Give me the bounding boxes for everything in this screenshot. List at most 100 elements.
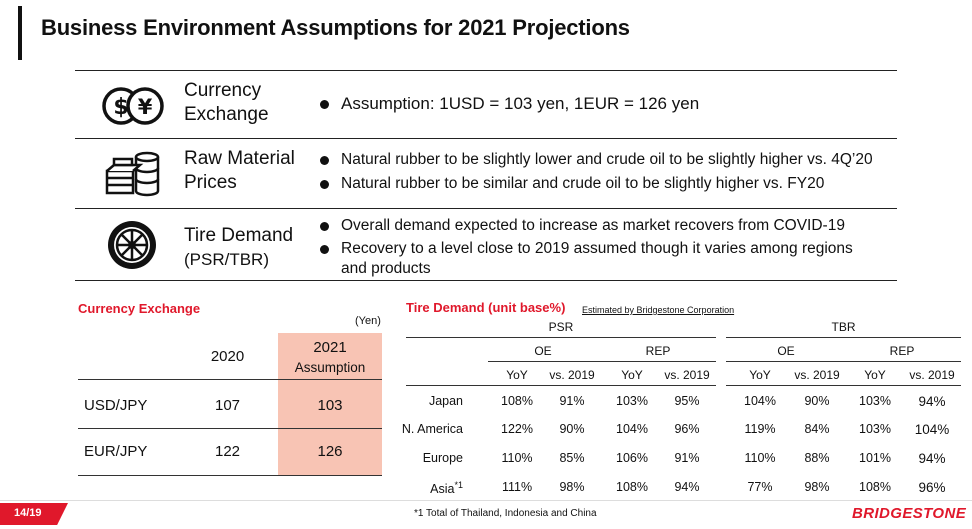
- column-header: YoY: [506, 368, 528, 382]
- table-cell: 119%: [744, 422, 776, 436]
- col-header-assumption: Assumption: [294, 360, 366, 375]
- currency-unit: (Yen): [355, 315, 381, 327]
- table-cell: 77%: [747, 480, 773, 494]
- footnote: *1 Total of Thailand, Indonesia and Chin…: [414, 508, 597, 519]
- table-cell: 101%: [859, 451, 891, 465]
- value-usd-2020: 107: [214, 397, 241, 414]
- header-divider: [488, 361, 716, 362]
- bullet-item: Natural rubber to be slightly lower and …: [318, 150, 897, 170]
- group-header-tbr: TBR: [831, 320, 856, 334]
- subgroup-psr-rep: REP: [645, 344, 671, 358]
- table-cell: 104%: [616, 422, 648, 436]
- table-cell: 96%: [918, 480, 946, 495]
- footer-divider: [0, 500, 972, 501]
- table-cell: 85%: [559, 451, 585, 465]
- bullet-item: Assumption: 1USD = 103 yen, 1EUR = 126 y…: [318, 94, 897, 114]
- assumption-bullets: Natural rubber to be slightly lower and …: [318, 150, 897, 194]
- subgroup-tbr-rep: REP: [889, 344, 915, 358]
- table-cell: 111%: [501, 480, 533, 494]
- table-cell: 91%: [674, 451, 700, 465]
- bullet-item: Natural rubber to be similar and crude o…: [318, 174, 897, 194]
- region-label: N. America: [401, 422, 463, 436]
- table-cell: 103%: [616, 394, 648, 408]
- header-divider: [726, 337, 961, 338]
- group-header-psr: PSR: [548, 320, 574, 334]
- svg-text:¥: ¥: [138, 95, 153, 119]
- currency-icon: $ ¥: [102, 87, 164, 125]
- table-cell: 96%: [674, 422, 700, 436]
- table-cell: 110%: [744, 451, 776, 465]
- table-divider: [78, 379, 382, 380]
- table-cell: 94%: [918, 394, 946, 409]
- column-header: YoY: [749, 368, 771, 382]
- table-cell: 98%: [804, 480, 830, 494]
- region-label: Japan: [428, 394, 463, 408]
- column-header: vs. 2019: [664, 368, 710, 382]
- header-divider: [406, 337, 716, 338]
- tire-demand-title: Tire Demand (unit base%): [406, 300, 566, 315]
- table-cell: 108%: [859, 480, 891, 494]
- currency-table-title: Currency Exchange: [78, 301, 201, 316]
- region-label: Europe: [422, 451, 463, 465]
- page-title: Business Environment Assumptions for 202…: [41, 15, 630, 40]
- raw-materials-icon: [105, 151, 160, 197]
- column-header: vs. 2019: [909, 368, 955, 382]
- table-cell: 94%: [918, 451, 946, 466]
- bridgestone-logo: BRIDGESTONE: [852, 505, 967, 522]
- subgroup-tbr-oe: OE: [777, 344, 795, 358]
- tire-icon: [108, 221, 156, 269]
- table-cell: 122%: [501, 422, 533, 436]
- footnote-mark: *1: [454, 480, 463, 490]
- table-cell: 103%: [859, 422, 891, 436]
- row-label-usd-jpy: USD/JPY: [84, 397, 148, 414]
- assumption-label: Currency Exchange: [184, 80, 269, 125]
- table-cell: 91%: [559, 394, 585, 408]
- col-header-2020: 2020: [210, 348, 245, 365]
- column-header: YoY: [864, 368, 886, 382]
- table-cell: 106%: [616, 451, 648, 465]
- table-cell: 98%: [559, 480, 585, 494]
- title-accent-bar: [18, 6, 22, 60]
- assumptions-table: $ ¥ Currency Exchange Assumption: 1USD =…: [75, 70, 897, 281]
- assumption-bullets: Overall demand expected to increase as m…: [318, 216, 897, 279]
- page-number-badge: [0, 503, 68, 525]
- header-divider: [726, 385, 961, 386]
- assumption-row-raw-material: Raw Material Prices Natural rubber to be…: [75, 138, 897, 208]
- value-eur-2020: 122: [214, 443, 241, 460]
- subgroup-psr-oe: OE: [534, 344, 552, 358]
- header-divider: [726, 361, 961, 362]
- row-label-eur-jpy: EUR/JPY: [84, 443, 148, 460]
- value-usd-2021: 103: [317, 397, 343, 414]
- value-eur-2021: 126: [317, 443, 343, 460]
- header-divider: [406, 385, 716, 386]
- page-number: 14/19: [14, 507, 42, 519]
- bullet-item: Overall demand expected to increase as m…: [318, 216, 897, 236]
- bullet-item: Recovery to a level close to 2019 assume…: [318, 239, 897, 279]
- assumption-label: Raw Material Prices: [184, 148, 295, 193]
- table-cell: 104%: [914, 422, 950, 437]
- assumption-column-highlight: [278, 333, 382, 475]
- assumption-row-currency: $ ¥ Currency Exchange Assumption: 1USD =…: [75, 70, 897, 138]
- table-cell: 90%: [559, 422, 585, 436]
- table-cell: 110%: [501, 451, 533, 465]
- table-cell: 108%: [501, 394, 533, 408]
- table-cell: 90%: [804, 394, 830, 408]
- table-cell: 108%: [616, 480, 648, 494]
- table-divider: [78, 475, 382, 476]
- tire-demand-source-note: Estimated by Bridgestone Corporation: [582, 305, 735, 315]
- col-header-2021: 2021: [313, 339, 347, 356]
- table-cell: 84%: [804, 422, 830, 436]
- assumption-label: Tire Demand (PSR/TBR): [184, 225, 294, 269]
- assumption-row-tire-demand: Tire Demand (PSR/TBR) Overall demand exp…: [75, 208, 897, 281]
- region-label: Asia*1: [430, 480, 463, 497]
- table-divider: [78, 428, 382, 429]
- assumption-bullets: Assumption: 1USD = 103 yen, 1EUR = 126 y…: [318, 94, 897, 114]
- column-header: vs. 2019: [794, 368, 840, 382]
- svg-text:$: $: [113, 95, 128, 120]
- column-header: vs. 2019: [549, 368, 595, 382]
- table-cell: 94%: [674, 480, 700, 494]
- table-cell: 95%: [674, 394, 700, 408]
- table-cell: 88%: [804, 451, 830, 465]
- table-cell: 103%: [859, 394, 891, 408]
- column-header: YoY: [621, 368, 643, 382]
